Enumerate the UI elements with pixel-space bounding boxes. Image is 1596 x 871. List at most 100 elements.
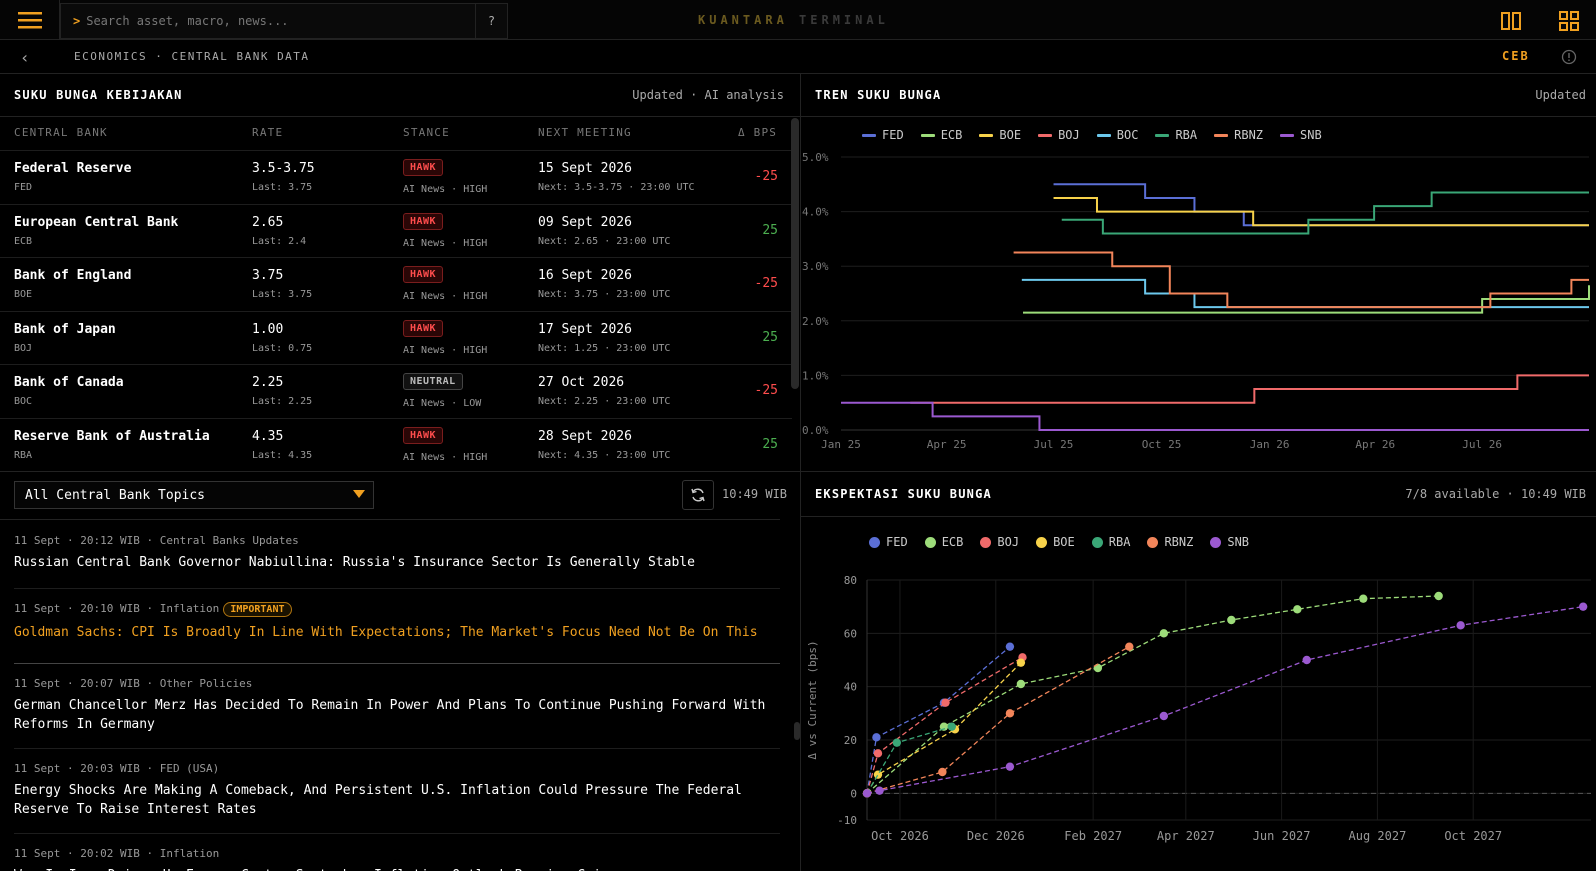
legend-swatch <box>1147 536 1159 548</box>
stance-badge: NEUTRAL <box>403 373 463 390</box>
news-meta: 11 Sept · 20:10 WIB · Inflation IMPORTANT <box>14 602 780 617</box>
news-title[interactable]: German Chancellor Merz Has Decided To Re… <box>14 698 766 732</box>
legend-item-rbnz[interactable]: RBNZ <box>1214 128 1263 142</box>
data-point-ecb[interactable] <box>1093 663 1103 673</box>
column-header-stance: STANCE <box>403 126 450 139</box>
legend-item-ecb[interactable]: ECB <box>920 128 962 142</box>
current-rate: 1.00 <box>252 321 284 337</box>
legend-item-ecb[interactable]: ECB <box>924 535 963 549</box>
data-point-rbnz[interactable] <box>1125 642 1134 651</box>
bank-name: Bank of England <box>14 268 132 283</box>
grid-view-icon[interactable] <box>1558 10 1580 32</box>
data-point-rba[interactable] <box>947 722 957 731</box>
trend-legend: FED ECB BOE BOJ BOC RBA RBNZ SNB <box>862 128 1339 142</box>
search-input[interactable] <box>86 14 467 28</box>
info-icon[interactable] <box>1561 49 1577 65</box>
next-meeting-date: 16 Sept 2026 <box>538 268 632 283</box>
data-point-ecb[interactable] <box>1159 629 1169 638</box>
table-row[interactable]: Bank of England BOE 3.75 Last: 3.75 HAWK AI N… <box>0 257 792 310</box>
news-title[interactable]: Russian Central Bank Governor Nabiullina… <box>14 555 695 570</box>
legend-label: FED <box>882 128 904 142</box>
data-point-rbnz[interactable] <box>1005 709 1015 718</box>
legend-label: FED <box>886 535 908 549</box>
legend-item-fed[interactable]: FED <box>862 128 904 142</box>
next-meeting-date: 17 Sept 2026 <box>538 321 632 337</box>
table-row[interactable]: European Central Bank ECB 2.65 Last: 2.4 HAW… <box>0 203 792 257</box>
news-meta: 11 Sept · 20:02 WIB · Inflation <box>14 847 780 860</box>
data-point-rbnz[interactable] <box>938 767 947 777</box>
data-point-snb[interactable] <box>862 789 872 798</box>
legend-item-boj[interactable]: BOJ <box>980 535 1019 549</box>
table-row[interactable]: Federal Reserve FED 3.5-3.75 Last: 3.75 HAWK… <box>0 150 792 203</box>
legend-item-boe[interactable]: BOE <box>979 128 1021 142</box>
news-item[interactable]: 11 Sept · 20:03 WIB · FED (USA) Energy Sh… <box>14 762 780 819</box>
legend-swatch <box>1091 536 1103 548</box>
legend-item-fed[interactable]: FED <box>869 535 908 549</box>
legend-item-boc[interactable]: BOC <box>1096 128 1138 142</box>
table-row[interactable]: Reserve Bank of Australia RBA 4.35 Last: 4.… <box>0 417 792 471</box>
data-point-ecb[interactable] <box>1016 679 1026 689</box>
y-tick-label: 20 <box>844 734 857 747</box>
legend-swatch <box>862 133 876 137</box>
legend-item-snb[interactable]: SNB <box>1210 535 1249 549</box>
bank-code: FED <box>14 182 33 193</box>
back-button[interactable]: ‹ <box>20 48 40 67</box>
legend-label: RBNZ <box>1234 128 1264 142</box>
news-item[interactable]: 11 Sept · 20:02 WIB · Inflation War In Ir… <box>14 847 780 871</box>
data-point-ecb[interactable] <box>1434 591 1443 601</box>
legend-swatch <box>1210 536 1222 548</box>
legend-label: BOE <box>999 128 1022 142</box>
data-point-snb[interactable] <box>1005 762 1015 771</box>
legend-label: RBA <box>1175 128 1198 142</box>
delta-bps: -25 <box>754 383 778 398</box>
data-point-snb[interactable] <box>1302 655 1311 665</box>
data-point-snb[interactable] <box>1578 602 1588 611</box>
data-point-ecb[interactable] <box>939 722 949 731</box>
legend-item-rba[interactable]: RBA <box>1091 535 1130 549</box>
brand-secondary: TERMINAL <box>799 13 889 27</box>
data-point-boj[interactable] <box>941 698 950 707</box>
divider <box>801 516 1596 517</box>
legend-item-snb[interactable]: SNB <box>1280 128 1322 142</box>
refresh-button[interactable] <box>682 480 714 510</box>
data-point-snb[interactable] <box>875 786 884 795</box>
legend-item-boe[interactable]: BOE <box>1036 535 1075 549</box>
news-item[interactable]: 11 Sept · 20:12 WIB · Central Banks Upda… <box>14 534 780 572</box>
data-point-ecb[interactable] <box>1227 615 1236 625</box>
menu-button[interactable] <box>0 0 60 40</box>
data-point-boj[interactable] <box>873 749 883 758</box>
data-point-ecb[interactable] <box>1293 605 1302 614</box>
data-point-fed[interactable] <box>1005 642 1015 651</box>
table-row[interactable]: Bank of Canada BOC 2.25 Last: 2.25 NEUTRAL AI… <box>0 364 792 417</box>
news-title[interactable]: Energy Shocks Are Making A Comeback, And… <box>14 783 742 817</box>
data-point-boe[interactable] <box>1016 658 1026 667</box>
table-scrollbar[interactable] <box>791 118 799 389</box>
legend-item-boj[interactable]: BOJ <box>1038 128 1080 142</box>
news-item[interactable]: 11 Sept · 20:07 WIB · Other Policies Germ… <box>14 677 780 734</box>
x-tick-label: Dec 2026 <box>967 829 1025 843</box>
data-point-boe[interactable] <box>873 770 883 779</box>
legend-item-rbnz[interactable]: RBNZ <box>1147 535 1193 549</box>
legend-item-rba[interactable]: RBA <box>1155 128 1197 142</box>
bank-code: BOJ <box>14 342 33 354</box>
panel-meta: Updated <box>1535 88 1586 102</box>
news-item[interactable]: 11 Sept · 20:10 WIB · Inflation IMPORTANT… <box>14 602 780 642</box>
topic-filter-select[interactable]: All Central Bank Topics <box>14 481 374 509</box>
data-point-fed[interactable] <box>872 733 881 742</box>
help-button[interactable]: ? <box>475 4 507 38</box>
news-scrollbar[interactable] <box>794 722 800 740</box>
data-point-rba[interactable] <box>892 738 902 747</box>
data-point-snb[interactable] <box>1159 711 1169 721</box>
data-point-snb[interactable] <box>1456 621 1465 630</box>
divider <box>14 833 780 834</box>
next-meeting-detail: Next: 2.65 · 23:00 UTC <box>538 235 671 247</box>
bank-name: European Central Bank <box>14 214 179 230</box>
stance-source: AI News · HIGH <box>403 344 488 356</box>
news-title[interactable]: Goldman Sachs: CPI Is Broadly In Line Wi… <box>14 625 758 640</box>
split-view-icon[interactable] <box>1500 10 1522 32</box>
next-meeting-detail: Next: 3.5-3.75 · 23:00 UTC <box>538 182 695 193</box>
news-title[interactable]: War In Iran Drives Up Energy Costs; Sept… <box>14 866 780 871</box>
x-tick-label: Jan 26 <box>1250 438 1290 451</box>
table-row[interactable]: Bank of Japan BOJ 1.00 Last: 0.75 HAWK AI New… <box>0 310 792 364</box>
data-point-ecb[interactable] <box>1359 594 1368 603</box>
